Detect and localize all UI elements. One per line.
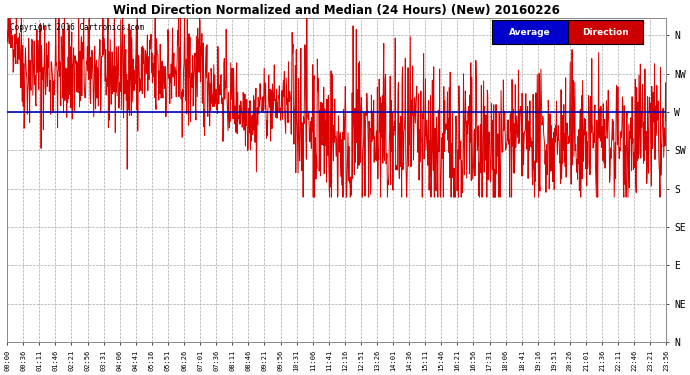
Text: Average: Average: [509, 28, 551, 37]
Text: Direction: Direction: [582, 28, 629, 37]
Text: Copyright 2016 Cartronics.com: Copyright 2016 Cartronics.com: [10, 23, 145, 32]
Title: Wind Direction Normalized and Median (24 Hours) (New) 20160226: Wind Direction Normalized and Median (24…: [113, 4, 560, 17]
FancyBboxPatch shape: [492, 20, 568, 44]
FancyBboxPatch shape: [568, 20, 643, 44]
